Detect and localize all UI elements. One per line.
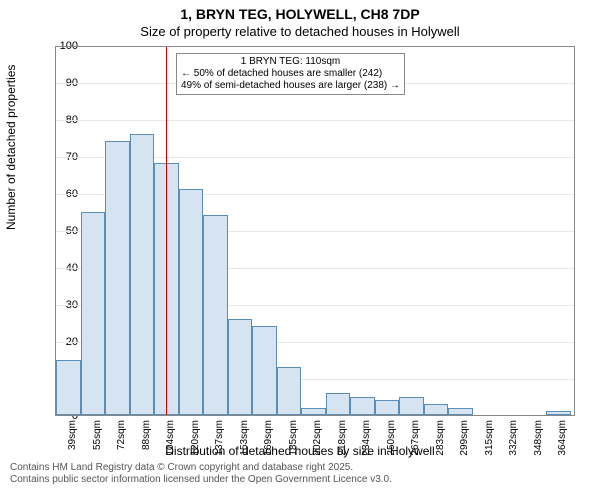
histogram-bar [105, 141, 130, 415]
y-axis-label: Number of detached properties [4, 65, 18, 230]
plot-area: 1 BRYN TEG: 110sqm ← 50% of detached hou… [55, 46, 575, 416]
histogram-bar [228, 319, 253, 415]
footer-line2: Contains public sector information licen… [10, 474, 392, 486]
histogram-bar [252, 326, 277, 415]
histogram-bar [301, 408, 326, 415]
histogram-bar [56, 360, 81, 416]
histogram-bar [424, 404, 449, 415]
footer-line1: Contains HM Land Registry data © Crown c… [10, 462, 392, 474]
histogram-bar [277, 367, 302, 415]
footer-attribution: Contains HM Land Registry data © Crown c… [10, 462, 392, 486]
histogram-bar [203, 215, 228, 415]
annotation-line2: ← 50% of detached houses are smaller (24… [181, 68, 400, 80]
histogram-bar [326, 393, 351, 415]
histogram-bar [130, 134, 155, 415]
x-axis-label: Distribution of detached houses by size … [0, 444, 600, 458]
chart-title-line1: 1, BRYN TEG, HOLYWELL, CH8 7DP [0, 6, 600, 22]
histogram-bar [448, 408, 473, 415]
annotation-line1: 1 BRYN TEG: 110sqm [181, 56, 400, 68]
histogram-bar [81, 212, 106, 416]
annotation-box: 1 BRYN TEG: 110sqm ← 50% of detached hou… [176, 53, 405, 95]
histogram-bar [179, 189, 204, 415]
histogram-bar [399, 397, 424, 416]
histogram-bar [350, 397, 375, 416]
histogram-bar [546, 411, 571, 415]
chart-title-line2: Size of property relative to detached ho… [0, 24, 600, 39]
histogram-bar [375, 400, 400, 415]
annotation-line3: 49% of semi-detached houses are larger (… [181, 80, 400, 92]
reference-line [166, 47, 167, 415]
